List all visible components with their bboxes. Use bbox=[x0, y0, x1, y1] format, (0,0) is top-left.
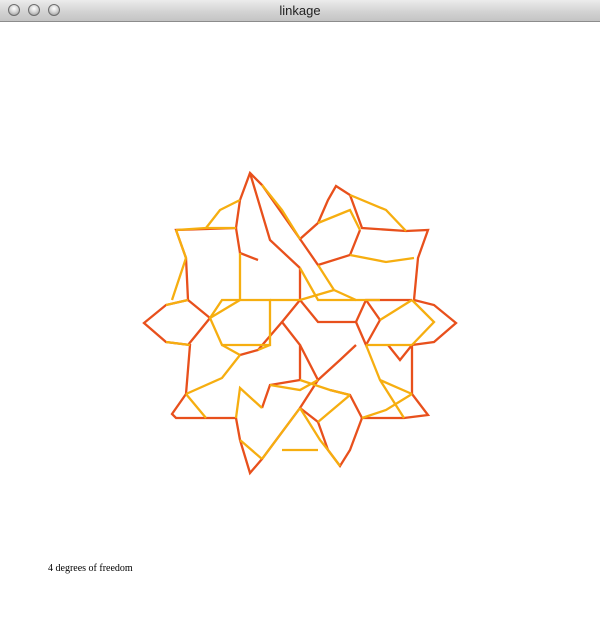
linkage-bar-inner[interactable] bbox=[317, 394, 351, 423]
zoom-button[interactable] bbox=[48, 4, 60, 16]
linkage-bar-inner[interactable] bbox=[299, 407, 329, 451]
linkage-bar-inner[interactable] bbox=[234, 385, 263, 419]
linkage-bar-outer[interactable] bbox=[387, 344, 413, 362]
linkage-bar-inner[interactable] bbox=[299, 378, 351, 397]
minimize-button[interactable] bbox=[28, 4, 40, 16]
linkage-bar-inner[interactable] bbox=[261, 184, 301, 240]
linkage-drawing[interactable] bbox=[0, 22, 600, 622]
linkage-bar-inner[interactable] bbox=[208, 253, 272, 347]
linkage-bar-inner[interactable] bbox=[349, 253, 415, 264]
linkage-bar-inner[interactable] bbox=[349, 193, 407, 232]
linkage-bar-outer[interactable] bbox=[280, 299, 302, 380]
linkage-bar-inner[interactable] bbox=[170, 229, 188, 301]
degrees-of-freedom-label: 4 degrees of freedom bbox=[48, 563, 133, 574]
linkage-bar-outer[interactable] bbox=[142, 170, 458, 476]
linkage-bar-inner[interactable] bbox=[185, 354, 241, 396]
linkage-bar-inner[interactable] bbox=[221, 343, 241, 357]
linkage-bar-inner[interactable] bbox=[327, 449, 341, 467]
linkage-bar-inner[interactable] bbox=[165, 298, 189, 307]
linkage-bar-inner[interactable] bbox=[317, 208, 362, 231]
title-bar[interactable]: linkage bbox=[0, 0, 600, 22]
linkage-bar-outer[interactable] bbox=[298, 344, 357, 382]
linkage-bar-inner[interactable] bbox=[209, 299, 241, 319]
window-title: linkage bbox=[279, 3, 321, 18]
linkage-bar-inner[interactable] bbox=[379, 299, 413, 321]
linkage-bar-outer[interactable] bbox=[299, 229, 362, 267]
linkage-bar-outer[interactable] bbox=[239, 321, 283, 357]
linkage-bar-inner[interactable] bbox=[364, 344, 405, 419]
linkage-bar-inner[interactable] bbox=[299, 288, 335, 302]
linkage-canvas[interactable] bbox=[0, 22, 600, 622]
linkage-bar-inner[interactable] bbox=[185, 393, 207, 419]
linkage-bar-inner[interactable] bbox=[298, 267, 356, 302]
linkage-bar-inner[interactable] bbox=[269, 378, 319, 392]
linkage-bar-inner[interactable] bbox=[165, 340, 191, 347]
linkage-bar-inner[interactable] bbox=[257, 343, 271, 352]
linkage-bar-inner[interactable] bbox=[379, 378, 413, 396]
linkage-bar-inner[interactable] bbox=[261, 407, 301, 460]
linkage-bar-inner[interactable] bbox=[205, 198, 241, 229]
linkage-bar-inner[interactable] bbox=[239, 439, 263, 460]
linkage-bar-outer[interactable] bbox=[248, 172, 301, 269]
linkage-bar-outer[interactable] bbox=[187, 299, 212, 346]
linkage-bar-outer[interactable] bbox=[354, 299, 382, 348]
linkage-bar-outer[interactable] bbox=[260, 378, 301, 409]
linkage-bar-inner[interactable] bbox=[317, 264, 380, 302]
linkage-bar-inner[interactable] bbox=[411, 299, 436, 346]
close-button[interactable] bbox=[8, 4, 20, 16]
linkage-bar-inner[interactable] bbox=[361, 393, 413, 420]
